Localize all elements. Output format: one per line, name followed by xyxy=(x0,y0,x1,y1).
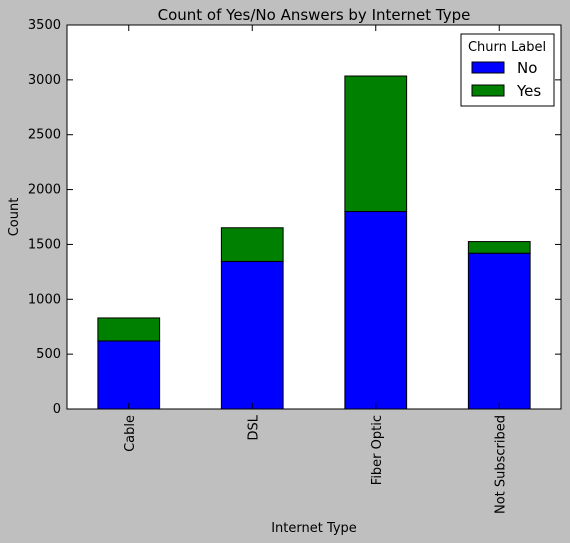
y-tick-label: 1000 xyxy=(28,292,61,307)
y-tick-label: 2500 xyxy=(28,128,61,143)
chart-title: Count of Yes/No Answers by Internet Type xyxy=(158,6,471,24)
bar-fiber-optic-no xyxy=(344,211,408,410)
bar-fiber-optic-yes xyxy=(344,75,408,213)
x-tick-label: Cable xyxy=(123,415,138,452)
y-tick-label: 3000 xyxy=(28,73,61,88)
legend-swatch-yes xyxy=(471,84,505,97)
y-axis: 0 500 1000 1500 2000 2500 3000 3500 xyxy=(28,18,561,417)
x-axis: Cable DSL Fiber Optic Not Subscribed xyxy=(123,25,508,514)
y-tick-label: 500 xyxy=(36,347,61,362)
x-tick-label: Not Subscribed xyxy=(493,415,508,514)
x-tick-label: Fiber Optic xyxy=(370,415,385,485)
y-tick-label: 2000 xyxy=(28,183,61,198)
bar-cable-no xyxy=(97,340,161,410)
y-axis-label: Count xyxy=(7,198,22,237)
y-tick-label: 0 xyxy=(53,402,61,417)
y-tick-label: 1500 xyxy=(28,237,61,252)
legend-swatch-no xyxy=(471,61,505,74)
legend: Churn Label No Yes xyxy=(460,33,555,107)
bar-dsl-no xyxy=(220,260,284,410)
y-tick-label: 3500 xyxy=(28,18,61,33)
bar-dsl-yes xyxy=(220,227,284,262)
x-tick-label: DSL xyxy=(246,414,261,440)
bars-group xyxy=(97,75,531,410)
bar-not-subscribed-yes xyxy=(467,241,531,254)
legend-label-no: No xyxy=(517,59,537,77)
bar-cable-yes xyxy=(97,317,161,342)
legend-label-yes: Yes xyxy=(516,82,541,100)
bar-not-subscribed-no xyxy=(467,252,531,410)
x-axis-label: Internet Type xyxy=(271,521,357,536)
plot-frame xyxy=(66,24,562,410)
legend-title: Churn Label xyxy=(468,40,546,55)
